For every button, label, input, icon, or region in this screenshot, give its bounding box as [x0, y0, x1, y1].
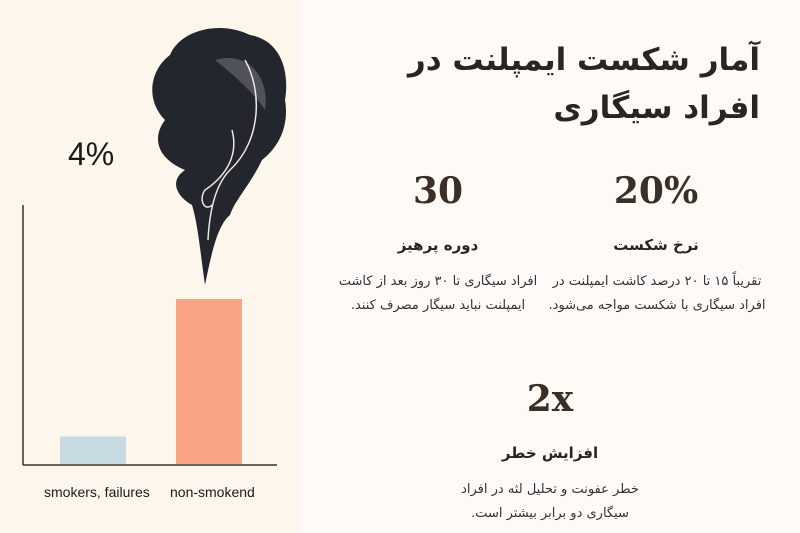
stat-label-failure-rate: نرخ شکست	[613, 236, 699, 254]
page-title: آمار شکست ایمپلنت در افراد سیگاری	[407, 42, 760, 126]
stat-label-abstinence: دوره پرهیز	[397, 236, 479, 254]
smoke-illustration	[152, 27, 287, 285]
stat-value-abstinence: 30	[412, 170, 464, 212]
x-tick-label-non-smokers: non-smokend	[170, 484, 255, 500]
annotation-label: 4%	[68, 136, 115, 172]
bar-chart	[22, 27, 287, 466]
chart-panel: 4% smokers, failures non-smokend	[0, 0, 300, 533]
stat-desc-risk: خطر عفونت و تحلیل لثه در افراد سیگاری دو…	[461, 482, 639, 521]
stats-panel: آمار شکست ایمپلنت در افراد سیگاری 20% نر…	[300, 0, 800, 533]
stat-value-failure-rate: 20%	[613, 170, 699, 212]
stat-desc-failure-rate: تقریباً ۱۵ تا ۲۰ درصد کاشت ایمپلنت در اف…	[548, 274, 766, 313]
x-tick-label-smokers: smokers, failures	[44, 484, 150, 500]
stat-desc-abstinence: افراد سیگاری تا ۳۰ روز بعد از کاشت ایمپل…	[338, 274, 538, 313]
stat-value-risk: 2x	[526, 378, 574, 420]
bar-non-smokers	[176, 299, 242, 464]
stat-label-risk: افزایش خطر	[501, 444, 599, 462]
bar-smokers	[60, 436, 126, 464]
